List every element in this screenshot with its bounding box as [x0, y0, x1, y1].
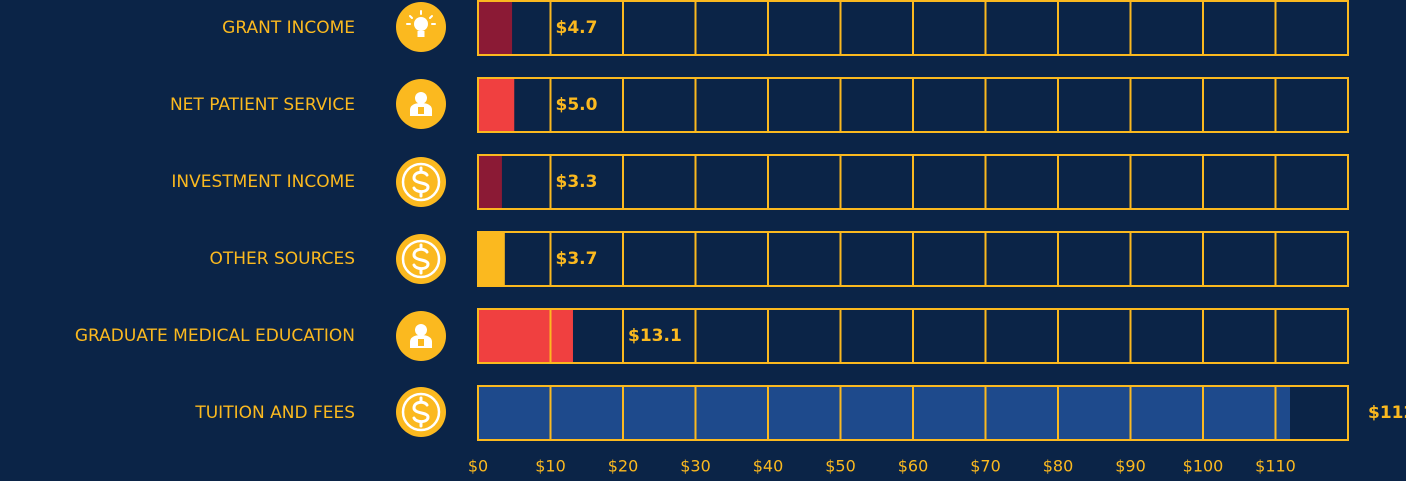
value-label: $3.3 [556, 172, 598, 192]
value-label: $4.7 [556, 18, 598, 38]
x-tick-label: $100 [1183, 457, 1224, 476]
category-label: TUITION AND FEES [194, 403, 355, 423]
bar [478, 232, 505, 286]
icon [395, 1, 447, 53]
x-tick-label: $10 [535, 457, 566, 476]
bar [478, 309, 573, 363]
row-frame [477, 77, 1349, 133]
row-frame [477, 231, 1349, 287]
x-tick-label: $20 [608, 457, 639, 476]
category-label: GRADUATE MEDICAL EDUCATION [75, 326, 355, 346]
icon [396, 311, 446, 361]
category-label: GRANT INCOME [222, 18, 355, 38]
x-tick-label: $40 [753, 457, 784, 476]
category-label: OTHER SOURCES [210, 249, 356, 269]
icon [396, 79, 446, 129]
x-tick-label: $0 [468, 457, 488, 476]
bar [478, 386, 1290, 440]
row-frame [477, 308, 1349, 364]
value-label: $13.1 [628, 326, 682, 346]
x-tick-label: $80 [1043, 457, 1074, 476]
icon [394, 155, 448, 209]
x-tick-label: $30 [680, 457, 711, 476]
x-tick-label: $110 [1255, 457, 1296, 476]
value-label: $5.0 [556, 95, 598, 115]
category-label: NET PATIENT SERVICE [170, 95, 355, 115]
row-frame [477, 0, 1349, 56]
icon [394, 385, 448, 439]
value-label: $112 [1368, 403, 1406, 423]
x-tick-label: $60 [898, 457, 929, 476]
x-tick-label: $70 [970, 457, 1001, 476]
row-frame [477, 154, 1349, 210]
bar [478, 155, 502, 209]
category-label: INVESTMENT INCOME [171, 172, 355, 192]
x-tick-label: $90 [1115, 457, 1146, 476]
bar [478, 78, 515, 132]
value-label: $3.7 [556, 249, 598, 269]
x-tick-label: $50 [825, 457, 856, 476]
row-frame [477, 385, 1349, 441]
bar [478, 1, 513, 55]
icon [394, 232, 448, 286]
